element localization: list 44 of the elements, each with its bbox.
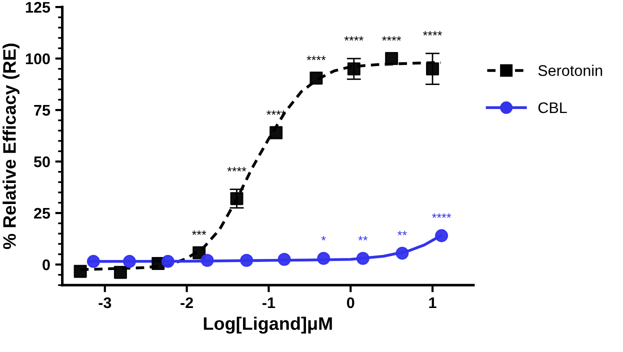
point [230,192,244,206]
annotation: **** [382,36,402,41]
point [347,62,360,76]
annotation: **** [227,167,246,172]
y-tick-label: 0 [42,259,50,270]
x-tick-label: -3 [98,297,112,308]
y-tick-label: 75 [34,105,50,116]
legend-label: Serotonin [538,64,602,76]
point [240,254,254,267]
point [122,254,136,268]
y-tick-label: 100 [26,53,50,64]
point [200,254,214,267]
point [396,246,409,260]
legend-label: CBL [538,102,567,114]
point [74,264,87,278]
x-tick-label: 1 [429,297,436,308]
annotation: **** [306,56,326,60]
point [114,266,127,279]
annotation: ** [398,230,407,236]
x-tick-label: 0 [346,297,354,308]
y-axis-title: % Relative Efficacy (RE) [2,44,20,249]
annotation: ** [358,236,368,240]
y-tick-label: 50 [34,156,50,168]
point [426,62,440,76]
point [161,254,174,268]
annotation: **** [344,36,364,41]
point [270,126,283,140]
x-tick-label: -2 [180,297,193,308]
annotation: **** [432,213,452,218]
x-axis-title: Log[Ligand]μM [204,316,332,334]
point [356,252,370,265]
point [385,52,398,66]
y-tick-label: 25 [34,208,50,219]
point [278,252,291,266]
annotation: * [321,236,326,240]
point [310,72,323,85]
annotation: **** [422,31,442,36]
point [435,229,448,242]
y-tick-label: 125 [26,2,50,13]
point [317,252,330,265]
x-tick-label: -1 [262,297,276,308]
point [192,246,206,260]
point [86,254,100,268]
annotation: *** [192,230,206,235]
